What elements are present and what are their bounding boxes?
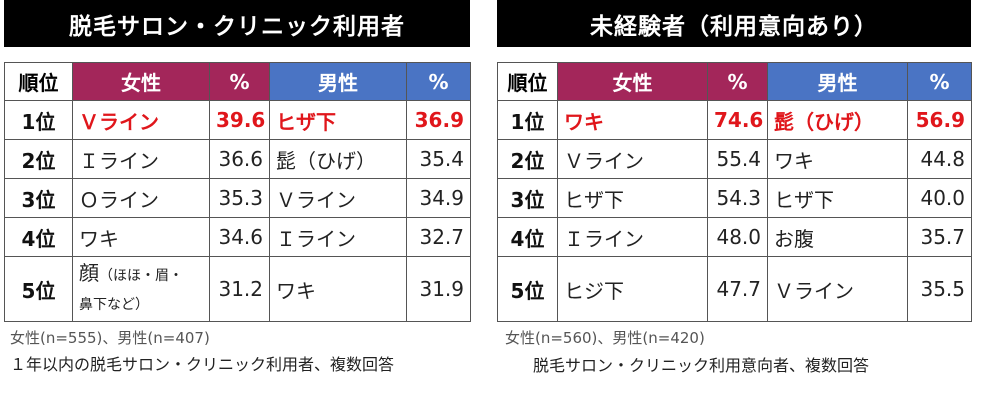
sample-size-note: 女性(n=560)、男性(n=420) [505, 329, 705, 347]
table-row: 5位 ヒジ下 47.7 Ｖライン 35.5 [497, 256, 972, 322]
male-pct: 56.9 [907, 100, 972, 140]
female-item-main: 顔 [79, 261, 99, 285]
female-item: Ｖライン [72, 100, 210, 140]
male-item: Ｉライン [269, 217, 407, 257]
table-row: 3位 Ｏライン 35.3 Ｖライン 34.9 [4, 178, 471, 218]
rank-cell: 3位 [497, 178, 558, 218]
male-item: 髭（ひげ） [269, 139, 407, 179]
rank-cell: 1位 [4, 100, 73, 140]
rank-cell: 3位 [4, 178, 73, 218]
female-header: 女性 [557, 62, 708, 101]
female-item: ワキ [557, 100, 708, 140]
male-pct: 40.0 [907, 178, 972, 218]
female-pct: 35.3 [209, 178, 270, 218]
ranking-table: 順位 女性 % 男性 % 1位 ワキ 74.6 髭（ひげ） 56.9 2位 Ｖラ… [497, 62, 972, 322]
table-header-row: 順位 女性 % 男性 % [497, 62, 972, 101]
female-item-sub2: 鼻下など） [79, 297, 149, 313]
male-item: ワキ [767, 139, 908, 179]
female-pct: 36.6 [209, 139, 270, 179]
female-item: ヒジ下 [557, 256, 708, 322]
male-item: Ｖライン [767, 256, 908, 322]
female-item: Ｏライン [72, 178, 210, 218]
female-pct: 47.7 [707, 256, 768, 322]
table-row: 1位 ワキ 74.6 髭（ひげ） 56.9 [497, 100, 972, 140]
table-row: 4位 Ｉライン 48.0 お腹 35.7 [497, 217, 972, 257]
right-panel: 未経験者（利用意向あり） 順位 女性 % 男性 % 1位 ワキ 74.6 髭（ひ… [497, 0, 972, 376]
ranking-table: 順位 女性 % 男性 % 1位 Ｖライン 39.6 ヒザ下 36.9 2位 Ｉラ… [4, 62, 471, 322]
male-item: 髭（ひげ） [767, 100, 908, 140]
panel-title: 未経験者（利用意向あり） [497, 0, 971, 47]
left-panel: 脱毛サロン・クリニック利用者 順位 女性 % 男性 % 1位 Ｖライン 39.6… [4, 0, 471, 375]
rank-cell: 1位 [497, 100, 558, 140]
male-header: 男性 [767, 62, 908, 101]
table-row: 1位 Ｖライン 39.6 ヒザ下 36.9 [4, 100, 471, 140]
male-pct: 44.8 [907, 139, 972, 179]
female-item: 顔（ほほ・眉・鼻下など） [72, 256, 210, 322]
female-pct: 31.2 [209, 256, 270, 322]
female-header: 女性 [72, 62, 210, 101]
rank-cell: 5位 [4, 256, 73, 322]
male-pct: 31.9 [406, 256, 471, 322]
table-row: 2位 Ｖライン 55.4 ワキ 44.8 [497, 139, 972, 179]
male-item: Ｖライン [269, 178, 407, 218]
rank-cell: 4位 [497, 217, 558, 257]
female-item: ワキ [72, 217, 210, 257]
female-pct-header: % [707, 62, 768, 101]
table-row: 3位 ヒザ下 54.3 ヒザ下 40.0 [497, 178, 972, 218]
rank-header: 順位 [4, 62, 73, 101]
female-pct: 54.3 [707, 178, 768, 218]
male-pct: 36.9 [406, 100, 471, 140]
panel-title: 脱毛サロン・クリニック利用者 [4, 0, 470, 47]
rank-cell: 2位 [4, 139, 73, 179]
rank-cell: 2位 [497, 139, 558, 179]
survey-note: 脱毛サロン・クリニック利用意向者、複数回答 [533, 356, 870, 375]
male-pct: 32.7 [406, 217, 471, 257]
female-pct: 39.6 [209, 100, 270, 140]
female-pct: 34.6 [209, 217, 270, 257]
female-pct: 55.4 [707, 139, 768, 179]
female-item: ヒザ下 [557, 178, 708, 218]
rank-cell: 5位 [497, 256, 558, 322]
male-pct-header: % [406, 62, 471, 101]
table-header-row: 順位 女性 % 男性 % [4, 62, 471, 101]
female-item: Ｖライン [557, 139, 708, 179]
rank-header: 順位 [497, 62, 558, 101]
male-item: ヒザ下 [269, 100, 407, 140]
female-item: Ｉライン [557, 217, 708, 257]
table-row: 2位 Ｉライン 36.6 髭（ひげ） 35.4 [4, 139, 471, 179]
table-row: 4位 ワキ 34.6 Ｉライン 32.7 [4, 217, 471, 257]
female-pct: 48.0 [707, 217, 768, 257]
male-pct: 34.9 [406, 178, 471, 218]
male-pct-header: % [907, 62, 972, 101]
sample-size-note: 女性(n=555)、男性(n=407) [10, 329, 210, 347]
male-pct: 35.4 [406, 139, 471, 179]
male-item: お腹 [767, 217, 908, 257]
male-item: ワキ [269, 256, 407, 322]
rank-cell: 4位 [4, 217, 73, 257]
male-header: 男性 [269, 62, 407, 101]
female-pct: 74.6 [707, 100, 768, 140]
male-item: ヒザ下 [767, 178, 908, 218]
survey-note: １年以内の脱毛サロン・クリニック利用者、複数回答 [10, 355, 395, 374]
male-pct: 35.5 [907, 256, 972, 322]
male-pct: 35.7 [907, 217, 972, 257]
female-item: Ｉライン [72, 139, 210, 179]
female-item-sub: （ほほ・眉・ [99, 268, 183, 284]
table-row: 5位 顔（ほほ・眉・鼻下など） 31.2 ワキ 31.9 [4, 256, 471, 322]
female-pct-header: % [209, 62, 270, 101]
